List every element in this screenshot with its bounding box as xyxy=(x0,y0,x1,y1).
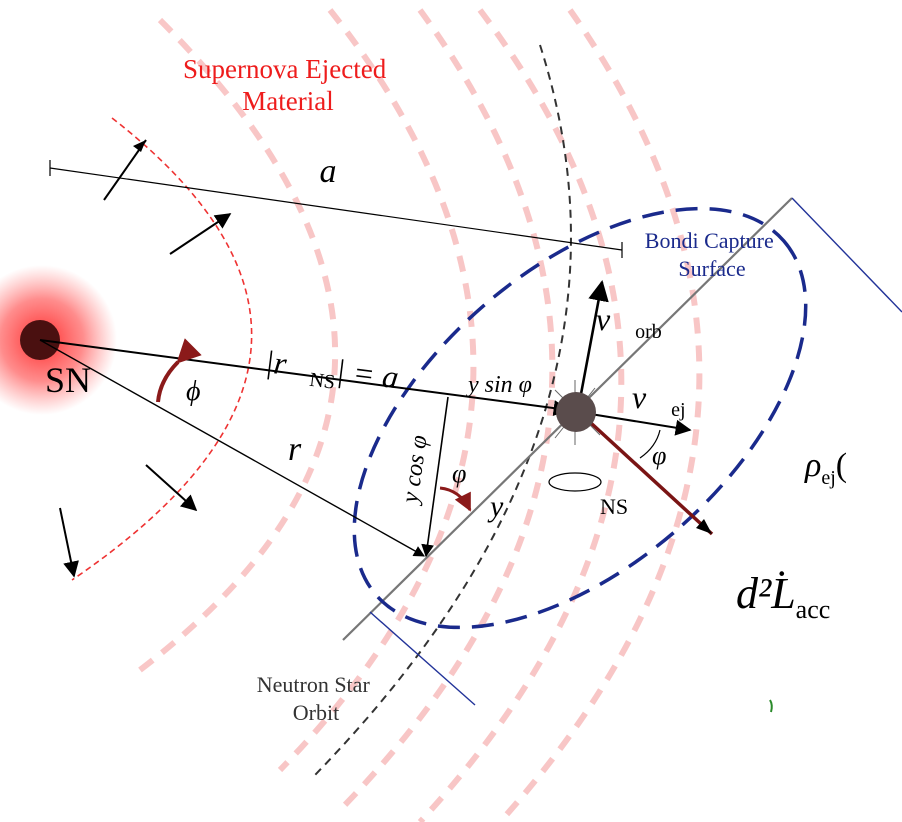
label-vorb: v⃗orb xyxy=(596,301,662,343)
label-sub: ej xyxy=(821,467,835,489)
neutron-star xyxy=(556,392,596,432)
label-ycos: y cos φ xyxy=(397,434,432,507)
label-line: Supernova Ejected xyxy=(183,54,387,84)
label-a: a xyxy=(320,153,337,190)
label-line: Material xyxy=(242,86,333,116)
angle-varphi xyxy=(639,429,661,459)
label-part: d²L̇ xyxy=(736,569,796,618)
label-rns: |r⃗NS| = a xyxy=(262,343,400,401)
label-part: | = a xyxy=(334,352,400,395)
label-phi: ϕ xyxy=(186,376,201,407)
label-part: v⃗ xyxy=(596,301,635,337)
label-luminosity: d²L̇acc xyxy=(736,569,830,624)
label-sub: acc xyxy=(796,595,831,624)
angle-phi xyxy=(156,338,202,403)
label-sub: NS xyxy=(308,369,336,394)
vectors xyxy=(39,139,692,578)
label-line: Bondi Capture xyxy=(645,228,774,253)
angle-varphi xyxy=(439,486,472,512)
label-part: v⃗ xyxy=(632,379,671,415)
label-part: |r⃗ xyxy=(263,343,313,384)
label-y: y xyxy=(487,490,504,523)
spin xyxy=(548,472,602,492)
label-supernova: Supernova Ejected Material xyxy=(183,54,393,116)
label-bondi: Bondi Capture Surface xyxy=(645,228,779,281)
arrow-head xyxy=(696,519,712,534)
label-ns: NS xyxy=(600,494,628,519)
ejecta-shells xyxy=(138,8,703,822)
label-sn: SN xyxy=(45,360,91,400)
distance-a xyxy=(49,160,623,258)
label-r: r⃗ xyxy=(288,431,328,468)
ns-orbit xyxy=(314,44,572,776)
label-line: Neutron Star xyxy=(257,672,371,697)
arrow-heads xyxy=(133,140,146,152)
label-line: Orbit xyxy=(293,700,339,725)
tangent xyxy=(791,197,902,313)
label-part: ρ xyxy=(804,447,821,484)
label-vej: v⃗ej xyxy=(632,379,686,421)
label-ysin: y sin φ xyxy=(466,372,532,398)
tangent xyxy=(369,611,476,706)
ej-direction xyxy=(578,411,714,536)
label-line: Surface xyxy=(678,256,745,281)
label-orbit: Neutron Star Orbit xyxy=(257,672,376,725)
label-rho: ρej( xyxy=(804,447,847,489)
label-sub: ej xyxy=(671,399,685,421)
label-sub: orb xyxy=(635,321,662,343)
shell-front xyxy=(71,117,253,581)
fragment xyxy=(769,699,773,713)
label-part: ( xyxy=(836,447,847,484)
label-varphi: φ xyxy=(452,459,466,488)
label-varphi: φ xyxy=(652,441,666,470)
bondi-surface xyxy=(352,206,808,630)
